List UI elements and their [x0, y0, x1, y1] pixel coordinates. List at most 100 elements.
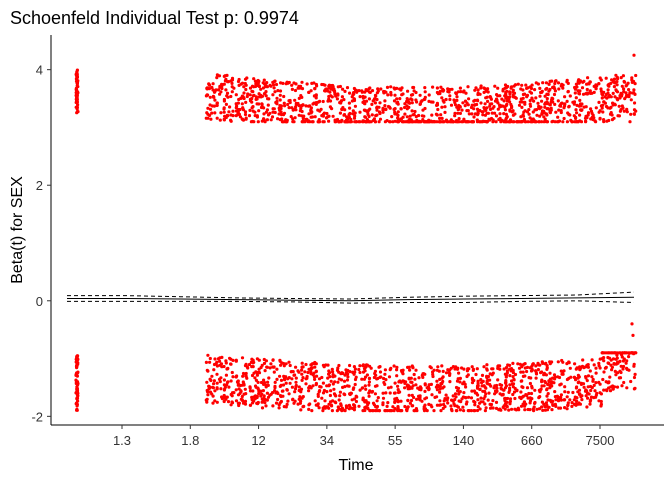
- residual-point: [278, 89, 283, 93]
- residual-point: [76, 391, 80, 395]
- residual-point: [222, 118, 226, 122]
- residual-point: [244, 87, 248, 92]
- residual-point: [373, 369, 377, 373]
- residual-point: [246, 92, 250, 96]
- residual-point: [345, 378, 350, 382]
- residual-point: [299, 84, 303, 88]
- residual-point: [537, 363, 541, 367]
- residual-point: [317, 120, 322, 124]
- residual-point: [75, 88, 79, 92]
- residual-point: [472, 107, 476, 111]
- residual-point: [559, 393, 564, 397]
- residual-point: [510, 379, 514, 383]
- residual-point: [498, 364, 502, 368]
- residual-point: [291, 398, 295, 402]
- residual-point: [292, 373, 296, 377]
- residual-point: [409, 376, 413, 380]
- residual-point: [323, 399, 327, 403]
- residual-point: [545, 388, 549, 392]
- residual-point: [288, 98, 292, 103]
- residual-point: [230, 90, 234, 94]
- residual-point: [570, 401, 574, 405]
- residual-point: [485, 106, 489, 110]
- residual-point: [261, 389, 265, 393]
- residual-point: [403, 112, 407, 116]
- residual-point: [216, 88, 221, 92]
- residual-point: [543, 102, 547, 106]
- residual-point: [287, 360, 291, 364]
- residual-point: [522, 117, 527, 122]
- residual-point: [622, 364, 626, 369]
- residual-point: [464, 91, 468, 95]
- residual-point: [405, 115, 409, 119]
- y-tick-label: 0: [36, 294, 43, 309]
- residual-point: [310, 81, 314, 85]
- residual-point: [299, 106, 303, 110]
- residual-point: [607, 381, 611, 385]
- residual-point: [403, 386, 407, 390]
- residual-point: [219, 387, 223, 391]
- residual-point: [345, 115, 349, 119]
- residual-point: [364, 363, 369, 367]
- residual-point: [605, 389, 609, 393]
- residual-point: [622, 109, 626, 113]
- residual-point: [75, 366, 79, 370]
- residual-point: [313, 399, 317, 403]
- residual-point: [262, 378, 266, 382]
- residual-point: [590, 386, 594, 390]
- residual-point: [562, 369, 566, 373]
- residual-point: [263, 398, 268, 402]
- residual-point: [241, 117, 245, 122]
- residual-point: [573, 362, 577, 366]
- residual-point: [550, 120, 554, 124]
- residual-point: [601, 103, 605, 107]
- residual-point: [224, 88, 228, 92]
- residual-point: [473, 103, 477, 107]
- residual-point: [523, 92, 527, 96]
- residual-point: [239, 82, 243, 86]
- residual-point: [423, 403, 427, 407]
- residual-point: [331, 114, 335, 118]
- residual-point: [262, 106, 266, 110]
- residual-point: [576, 390, 580, 394]
- residual-point: [545, 86, 549, 91]
- residual-point: [547, 89, 551, 93]
- residual-point: [234, 93, 238, 97]
- residual-point: [383, 382, 387, 386]
- residual-point: [443, 105, 447, 109]
- residual-point: [494, 406, 499, 410]
- residual-point: [310, 120, 314, 124]
- residual-point: [419, 388, 423, 392]
- residual-point: [524, 393, 528, 397]
- residual-point: [301, 365, 305, 369]
- fit-line: [67, 296, 635, 302]
- residual-point: [329, 403, 333, 407]
- residual-point: [297, 385, 301, 389]
- residual-point: [540, 384, 544, 388]
- residual-point: [215, 360, 219, 364]
- residual-point: [414, 407, 418, 411]
- residual-point: [597, 361, 601, 365]
- residual-point: [331, 88, 335, 92]
- residual-point: [361, 370, 366, 374]
- residual-point: [413, 109, 417, 114]
- residual-point: [343, 385, 347, 389]
- residual-point: [324, 116, 329, 120]
- residual-point: [262, 361, 267, 365]
- residual-point: [209, 378, 213, 383]
- residual-point: [344, 368, 348, 372]
- residual-point: [620, 355, 624, 359]
- y-tick-label: -2: [31, 409, 43, 424]
- residual-point: [521, 96, 525, 100]
- residual-point: [321, 391, 326, 395]
- residual-point: [297, 96, 301, 100]
- residual-point: [223, 387, 227, 391]
- residual-point: [438, 120, 442, 124]
- residual-point: [543, 404, 547, 408]
- residual-point: [213, 357, 217, 361]
- residual-point: [342, 379, 347, 383]
- residual-point: [530, 397, 534, 401]
- residual-point: [580, 86, 585, 90]
- residual-point: [222, 110, 226, 114]
- residual-point: [214, 88, 218, 92]
